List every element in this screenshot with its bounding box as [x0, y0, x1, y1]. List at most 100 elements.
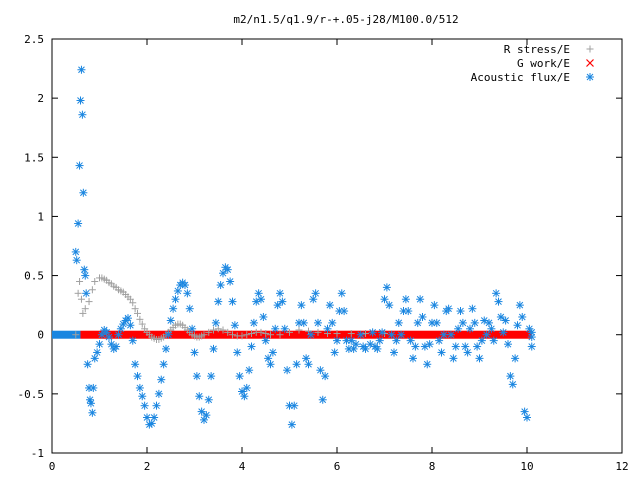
data-point — [437, 348, 446, 357]
data-point — [126, 321, 135, 330]
data-point — [475, 354, 484, 363]
data-point — [230, 321, 239, 330]
data-point — [150, 413, 159, 422]
data-point — [89, 383, 98, 392]
legend-label: Acoustic flux/E — [471, 71, 570, 84]
data-point — [78, 110, 87, 119]
data-point — [373, 344, 382, 353]
data-point — [385, 301, 394, 310]
data-point — [511, 354, 520, 363]
data-point — [75, 161, 84, 170]
data-point — [214, 297, 223, 306]
data-point — [504, 340, 512, 349]
data-point — [299, 318, 308, 327]
legend-marker — [586, 45, 594, 53]
data-point — [423, 360, 432, 369]
data-point — [482, 330, 491, 339]
data-point — [224, 328, 232, 336]
data-point — [458, 318, 467, 327]
data-point — [154, 389, 163, 398]
legend-label: R stress/E — [504, 43, 570, 56]
data-point — [95, 340, 104, 349]
data-point — [210, 326, 217, 334]
data-point — [226, 277, 235, 286]
data-point — [190, 348, 199, 357]
data-point — [523, 413, 531, 422]
data-point — [76, 96, 85, 105]
data-point — [418, 312, 427, 321]
data-point — [271, 324, 280, 333]
data-point — [240, 392, 249, 401]
data-point — [164, 330, 173, 339]
data-point — [328, 318, 337, 327]
data-point — [470, 318, 479, 327]
x-tick-label: 12 — [615, 460, 628, 473]
data-point — [124, 314, 132, 323]
data-point — [468, 304, 477, 313]
data-point — [411, 342, 420, 351]
data-point — [316, 366, 325, 375]
data-point — [83, 360, 92, 369]
data-point — [249, 318, 258, 327]
x-tick-label: 0 — [49, 460, 56, 473]
data-point — [473, 342, 482, 351]
data-point — [518, 312, 527, 321]
data-point — [238, 332, 246, 340]
data-point — [129, 299, 137, 307]
data-point — [314, 328, 322, 336]
data-point — [375, 336, 384, 345]
data-point — [295, 326, 303, 334]
data-point — [157, 375, 166, 384]
data-point — [394, 318, 403, 327]
y-tick-label: 1 — [37, 210, 44, 223]
data-point — [204, 395, 213, 404]
data-point — [323, 324, 332, 333]
data-point — [192, 372, 201, 381]
data-point — [261, 336, 270, 345]
data-point — [138, 392, 147, 401]
data-point — [432, 318, 441, 327]
data-point — [247, 342, 256, 351]
data-point — [406, 336, 415, 345]
baseline-bands — [52, 330, 532, 339]
data-point — [245, 366, 254, 375]
data-point — [273, 301, 282, 310]
y-tick-label: 1.5 — [24, 151, 44, 164]
data-point — [211, 318, 220, 327]
acoustic-flux-baseline-band — [52, 330, 81, 339]
axis-ticks: 0 2 4 6 8 10 12 -1 -0.5 0 0.5 1 1.5 2 2.5 — [18, 33, 629, 473]
data-point — [276, 331, 284, 339]
data-series — [71, 65, 536, 429]
data-point — [413, 318, 422, 327]
data-point — [409, 354, 417, 363]
data-point — [143, 413, 151, 422]
data-point — [290, 401, 299, 410]
data-point — [347, 336, 356, 345]
data-point — [368, 328, 377, 337]
x-tick-label: 6 — [334, 460, 341, 473]
data-point — [487, 324, 496, 333]
data-point — [243, 331, 251, 339]
data-point — [286, 328, 293, 336]
data-point — [166, 316, 175, 325]
data-point — [283, 366, 292, 375]
data-point — [248, 330, 255, 338]
data-point — [257, 295, 265, 304]
data-point — [499, 328, 508, 337]
data-point — [128, 336, 137, 345]
data-point — [318, 395, 327, 404]
data-point — [257, 328, 265, 336]
data-point — [292, 360, 301, 369]
data-point — [105, 333, 113, 342]
data-point — [135, 383, 144, 392]
y-tick-label: 0.5 — [24, 270, 44, 283]
data-point — [188, 324, 197, 333]
data-point — [430, 301, 439, 310]
legend-marker — [586, 59, 594, 67]
x-tick-label: 8 — [429, 460, 436, 473]
data-point — [79, 309, 87, 317]
data-point — [74, 219, 83, 228]
data-point — [195, 392, 204, 401]
data-point — [76, 277, 84, 285]
